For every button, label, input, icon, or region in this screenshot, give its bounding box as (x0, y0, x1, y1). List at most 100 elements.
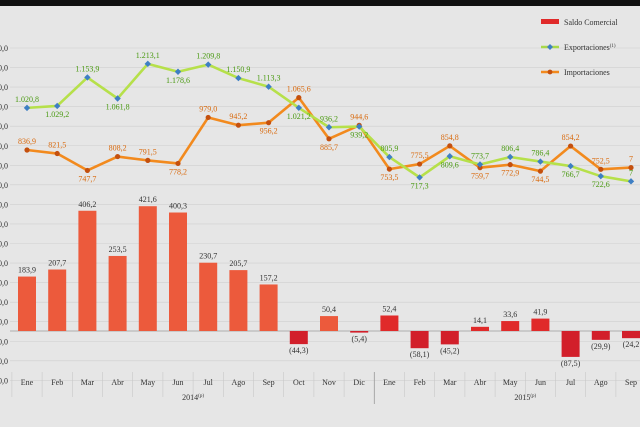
importaciones-point (175, 160, 181, 167)
legend: Saldo Comercial Exportaciones(1) Importaci… (541, 18, 618, 77)
importaciones-point (54, 150, 60, 157)
exportaciones-point (144, 60, 151, 68)
y-tick-label: 0,0 (0, 122, 8, 131)
x-tick-label: Jun (172, 378, 183, 387)
saldo-bar (78, 210, 97, 331)
y-tick-label: 0,0 (0, 83, 8, 92)
data-labels: 183,9 207,7 406,2 253,5 421,6 400,3 230,7 205,7… (15, 51, 639, 368)
exportaciones-point (114, 95, 121, 102)
y-tick-label: 0,0 (0, 181, 8, 190)
exportaciones-point (446, 153, 453, 160)
saldo-bar (138, 206, 157, 331)
saldo-label: 14,1 (473, 316, 487, 325)
trade-lines (23, 60, 635, 185)
y-tick-label: 0,0 (0, 337, 8, 346)
exportaciones-label: 939,2 (350, 131, 368, 140)
legend-label: Importaciones (564, 68, 610, 77)
saldo-label: (58,1) (410, 350, 430, 359)
y-tick-label: 0,0 (0, 161, 8, 170)
importaciones-label: 956,2 (260, 127, 278, 136)
saldo-label: 230,7 (199, 252, 217, 261)
saldo-label: 421,6 (139, 195, 157, 204)
saldo-bar (48, 269, 67, 331)
exportaciones-label: 1.061,8 (106, 102, 130, 111)
legend-text: Saldo Comercial (564, 18, 618, 27)
exportaciones-label: 766,7 (562, 170, 580, 179)
importaciones-label: 752,5 (592, 156, 610, 165)
importaciones-label: 759,7 (471, 172, 489, 181)
exportaciones-point (325, 124, 333, 131)
x-tick-label: Ene (383, 378, 396, 387)
x-tick-label: May (140, 378, 155, 387)
exportaciones-point (84, 74, 91, 81)
x-tick-label: Feb (414, 378, 426, 387)
x-tick-label: Abr (474, 378, 487, 387)
exportaciones-label: 809,6 (441, 160, 459, 169)
x-tick-label: Mar (81, 378, 95, 387)
exportaciones-label: 1.153,9 (75, 64, 99, 73)
saldo-bar (259, 284, 278, 331)
year-sup: (p) (530, 394, 536, 399)
exportaciones-point (174, 68, 182, 75)
y-tick-label: 0,0 (0, 142, 8, 151)
exportaciones-point (386, 153, 393, 161)
x-tick-label: Jul (204, 378, 214, 387)
x-tick-label: Mar (443, 378, 457, 387)
x-tick-label: Ene (21, 378, 34, 387)
saldo-bar (108, 255, 127, 331)
saldo-label: 400,3 (169, 202, 187, 211)
importaciones-label: 775,5 (411, 151, 429, 160)
saldo-bar (410, 331, 429, 349)
importaciones-label: 808,2 (109, 144, 127, 153)
exportaciones-label: 806,4 (501, 144, 519, 153)
exportaciones-label: 7 (629, 168, 633, 177)
y-tick-label: 0,0 (0, 298, 8, 307)
importaciones-label: 744,5 (531, 175, 549, 184)
saldo-bar (380, 315, 399, 331)
saldo-label: 253,5 (109, 245, 127, 254)
exportaciones-point (23, 104, 31, 112)
y-tick-label: 0,0 (0, 103, 8, 112)
importaciones-label: 778,2 (169, 167, 187, 176)
saldo-label: 52,4 (382, 304, 396, 313)
exportaciones-label: 1.178,6 (166, 76, 190, 85)
exportaciones-point (54, 102, 61, 110)
saldo-bar (471, 326, 489, 331)
importaciones-point (568, 143, 574, 149)
exportaciones-label: 722,6 (592, 180, 610, 189)
importaciones-point (205, 114, 211, 121)
importaciones-point (598, 166, 604, 172)
saldo-bar (229, 270, 248, 331)
x-tick-label: Nov (322, 378, 336, 387)
y-tick-label: 0,0 (0, 200, 8, 209)
y-tick-label: 0,0 (0, 240, 8, 249)
exportaciones-point (265, 83, 272, 90)
x-tick-label: Oct (293, 378, 305, 387)
exportaciones-point (627, 178, 635, 185)
x-tick-label: Ago (594, 378, 608, 387)
top-border (0, 0, 640, 6)
exportaciones-label: 805,9 (380, 144, 398, 153)
exportaciones-label: 936,2 (320, 114, 338, 123)
saldo-label: 205,7 (229, 259, 247, 268)
importaciones-point (266, 120, 272, 126)
y-tick-label: 0,0 (0, 318, 8, 327)
x-tick-label: Feb (51, 378, 63, 387)
importaciones-label: 836,9 (18, 137, 36, 146)
importaciones-point (507, 162, 513, 168)
exportaciones-label: 1.029,2 (45, 110, 69, 119)
exportaciones-label: 1.213,1 (136, 51, 160, 60)
importaciones-label: 1.065,6 (287, 85, 311, 94)
importaciones-label: 772,9 (501, 169, 519, 178)
exportaciones-point (235, 74, 242, 82)
importaciones-point (537, 168, 544, 174)
year-text: 2015 (514, 393, 530, 402)
saldo-label: 207,7 (48, 259, 66, 268)
exportaciones-label: 1.020,8 (15, 95, 39, 104)
year-sup: (p) (198, 394, 204, 399)
x-tick-label: Dic (353, 378, 365, 387)
y-tick-label: 0,0 (0, 279, 8, 288)
saldo-label: (29,9) (591, 342, 611, 351)
